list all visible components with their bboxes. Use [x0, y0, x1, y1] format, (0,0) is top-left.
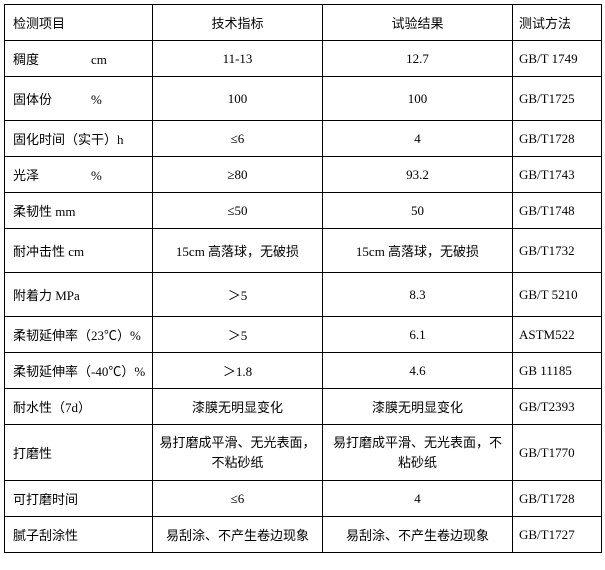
cell-method: GB/T1728	[513, 481, 602, 517]
table-row: 稠度 cm 11-13 12.7 GB/T 1749	[5, 41, 602, 77]
cell-method: GB/T 1749	[513, 41, 602, 77]
col-header-spec: 技术指标	[153, 5, 323, 41]
cell-item: 耐冲击性 cm	[5, 229, 153, 273]
cell-method: GB/T1743	[513, 157, 602, 193]
cell-method: GB/T2393	[513, 389, 602, 425]
cell-result: 4	[323, 121, 513, 157]
table-row: 打磨性 易打磨成平滑、无光表面，不粘砂纸 易打磨成平滑、无光表面，不粘砂纸 GB…	[5, 425, 602, 481]
table-row: 固化时间（实干）h ≤6 4 GB/T1728	[5, 121, 602, 157]
table-row: 固体份 % 100 100 GB/T1725	[5, 77, 602, 121]
cell-method: ASTM522	[513, 317, 602, 353]
col-header-item: 检测项目	[5, 5, 153, 41]
cell-item: 光泽 %	[5, 157, 153, 193]
cell-item: 柔韧延伸率（-40℃）%	[5, 353, 153, 389]
col-header-method: 测试方法	[513, 5, 602, 41]
col-header-result: 试验结果	[323, 5, 513, 41]
cell-item: 可打磨时间	[5, 481, 153, 517]
cell-spec: ＞1.8	[153, 353, 323, 389]
cell-spec: ＞5	[153, 317, 323, 353]
table-row: 柔韧延伸率（-40℃）% ＞1.8 4.6 GB 11185	[5, 353, 602, 389]
table-header-row: 检测项目 技术指标 试验结果 测试方法	[5, 5, 602, 41]
cell-method: GB/T1727	[513, 517, 602, 553]
table-row: 光泽 % ≥80 93.2 GB/T1743	[5, 157, 602, 193]
cell-spec: ＞5	[153, 273, 323, 317]
cell-method: GB/T1748	[513, 193, 602, 229]
table-row: 腻子刮涂性 易刮涂、不产生卷边现象 易刮涂、不产生卷边现象 GB/T1727	[5, 517, 602, 553]
cell-item: 稠度 cm	[5, 41, 153, 77]
table-row: 耐冲击性 cm 15cm 高落球，无破损 15cm 高落球，无破损 GB/T17…	[5, 229, 602, 273]
cell-spec: 漆膜无明显变化	[153, 389, 323, 425]
cell-result: 易打磨成平滑、无光表面，不粘砂纸	[323, 425, 513, 481]
cell-result: 100	[323, 77, 513, 121]
table-row: 柔韧延伸率（23℃）% ＞5 6.1 ASTM522	[5, 317, 602, 353]
cell-method: GB/T1725	[513, 77, 602, 121]
cell-result: 50	[323, 193, 513, 229]
cell-result: 12.7	[323, 41, 513, 77]
cell-result: 4.6	[323, 353, 513, 389]
cell-item: 腻子刮涂性	[5, 517, 153, 553]
cell-spec: 易刮涂、不产生卷边现象	[153, 517, 323, 553]
cell-item: 耐水性（7d）	[5, 389, 153, 425]
cell-item: 柔韧性 mm	[5, 193, 153, 229]
cell-method: GB/T1728	[513, 121, 602, 157]
cell-spec: ≤6	[153, 481, 323, 517]
cell-spec: ≤50	[153, 193, 323, 229]
cell-result: 漆膜无明显变化	[323, 389, 513, 425]
cell-item: 固体份 %	[5, 77, 153, 121]
cell-method: GB/T1770	[513, 425, 602, 481]
cell-result: 6.1	[323, 317, 513, 353]
table-row: 耐水性（7d） 漆膜无明显变化 漆膜无明显变化 GB/T2393	[5, 389, 602, 425]
cell-item: 附着力 MPa	[5, 273, 153, 317]
table-row: 可打磨时间 ≤6 4 GB/T1728	[5, 481, 602, 517]
cell-method: GB 11185	[513, 353, 602, 389]
cell-spec: 15cm 高落球，无破损	[153, 229, 323, 273]
cell-result: 8.3	[323, 273, 513, 317]
cell-item: 固化时间（实干）h	[5, 121, 153, 157]
cell-result: 15cm 高落球，无破损	[323, 229, 513, 273]
cell-item: 柔韧延伸率（23℃）%	[5, 317, 153, 353]
cell-method: GB/T1732	[513, 229, 602, 273]
cell-spec: ≥80	[153, 157, 323, 193]
cell-spec: 100	[153, 77, 323, 121]
cell-spec: 11-13	[153, 41, 323, 77]
cell-item: 打磨性	[5, 425, 153, 481]
table-row: 柔韧性 mm ≤50 50 GB/T1748	[5, 193, 602, 229]
cell-spec: 易打磨成平滑、无光表面，不粘砂纸	[153, 425, 323, 481]
cell-method: GB/T 5210	[513, 273, 602, 317]
cell-spec: ≤6	[153, 121, 323, 157]
cell-result: 易刮涂、不产生卷边现象	[323, 517, 513, 553]
cell-result: 4	[323, 481, 513, 517]
cell-result: 93.2	[323, 157, 513, 193]
spec-table: 检测项目 技术指标 试验结果 测试方法 稠度 cm 11-13 12.7 GB/…	[4, 4, 602, 553]
table-row: 附着力 MPa ＞5 8.3 GB/T 5210	[5, 273, 602, 317]
